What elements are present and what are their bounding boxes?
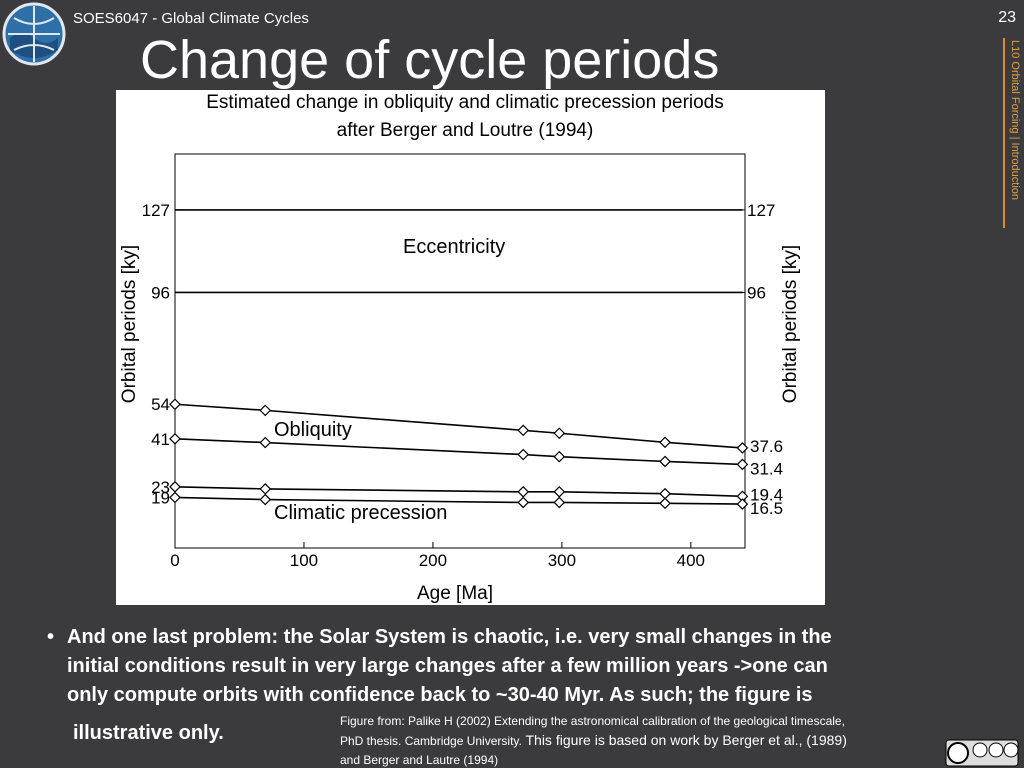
bullet-text: And one last problem: the Solar System i…	[67, 626, 832, 648]
data-point	[259, 404, 272, 417]
course-name: SOES6047 - Global Climate Cycles	[73, 10, 309, 27]
annotation: Eccentricity	[403, 236, 505, 258]
y2-axis-label: Orbital periods [ky]	[780, 245, 801, 403]
slide-title: Change of cycle periods	[140, 30, 719, 90]
data-point	[736, 458, 749, 471]
data-point	[659, 436, 671, 449]
data-point	[517, 424, 530, 437]
x-axis-label: Age [Ma]	[417, 583, 493, 604]
data-point	[553, 427, 566, 440]
data-point	[517, 448, 530, 461]
caption-part: This figure is based on work by Berger e…	[522, 732, 847, 748]
chart-background	[116, 90, 825, 605]
bullet-text: illustrative only.	[73, 722, 224, 744]
plot-frame	[174, 153, 746, 549]
data-point	[259, 493, 272, 506]
data-point	[659, 497, 671, 510]
x-tick-label: 100	[290, 551, 318, 570]
y2-tick-label: 37.6	[750, 437, 783, 456]
y-tick-label: 19	[151, 488, 170, 507]
y-axis-label: Orbital periods [ky]	[119, 245, 140, 403]
caption: and Berger and Lautre (1994)	[340, 753, 498, 767]
y-tick-label: 127	[142, 201, 170, 220]
annotation: Obliquity	[274, 419, 352, 441]
bullet-text: initial conditions result in very large …	[67, 655, 828, 677]
series-line	[174, 438, 743, 466]
chart-title: after Berger and Loutre (1994)	[337, 120, 594, 141]
data-point	[169, 398, 181, 411]
x-tick-label: 400	[677, 551, 705, 570]
y-tick-label: 23	[151, 478, 170, 497]
x-tick-label: 0	[170, 551, 179, 570]
x-tick-label: 300	[548, 551, 576, 570]
data-point	[659, 455, 671, 468]
logo	[2, 2, 66, 66]
data-point	[553, 496, 566, 509]
caption-part: PhD thesis. Cambridge University.	[340, 734, 522, 748]
data-point	[736, 442, 749, 454]
y-tick-label: 96	[151, 283, 170, 302]
license-badge	[945, 739, 1019, 767]
data-point	[169, 433, 181, 445]
y2-tick-label: 96	[747, 283, 766, 302]
data-point	[169, 491, 181, 504]
page-number: 23	[998, 9, 1016, 26]
side-bar	[1003, 38, 1005, 228]
series-line	[174, 496, 743, 505]
caption: PhD thesis. Cambridge University. This f…	[340, 732, 847, 748]
annotation: Climatic precession	[274, 502, 447, 524]
chart-title: Estimated change in obliquity and climat…	[206, 92, 724, 113]
y-tick-label: 54	[151, 395, 170, 414]
y2-tick-label: 19.4	[750, 485, 783, 504]
data-point	[736, 498, 749, 510]
series-line	[174, 403, 743, 449]
x-tick-label: 200	[419, 551, 447, 570]
y2-tick-label: 127	[747, 201, 775, 220]
side-label: L10 Orbital Forcing | Introduction	[1009, 40, 1021, 200]
bullet-text: only compute orbits with confidence back…	[67, 684, 813, 706]
y-tick-label: 41	[151, 430, 170, 449]
data-point	[517, 496, 530, 509]
series-line	[174, 485, 743, 498]
caption: Figure from: Palike H (2002) Extending t…	[340, 714, 845, 728]
data-point	[259, 436, 272, 449]
data-point	[553, 450, 566, 463]
y2-tick-label: 16.5	[750, 499, 783, 518]
y2-tick-label: 31.4	[750, 459, 783, 478]
bullet-marker: •	[47, 626, 54, 648]
